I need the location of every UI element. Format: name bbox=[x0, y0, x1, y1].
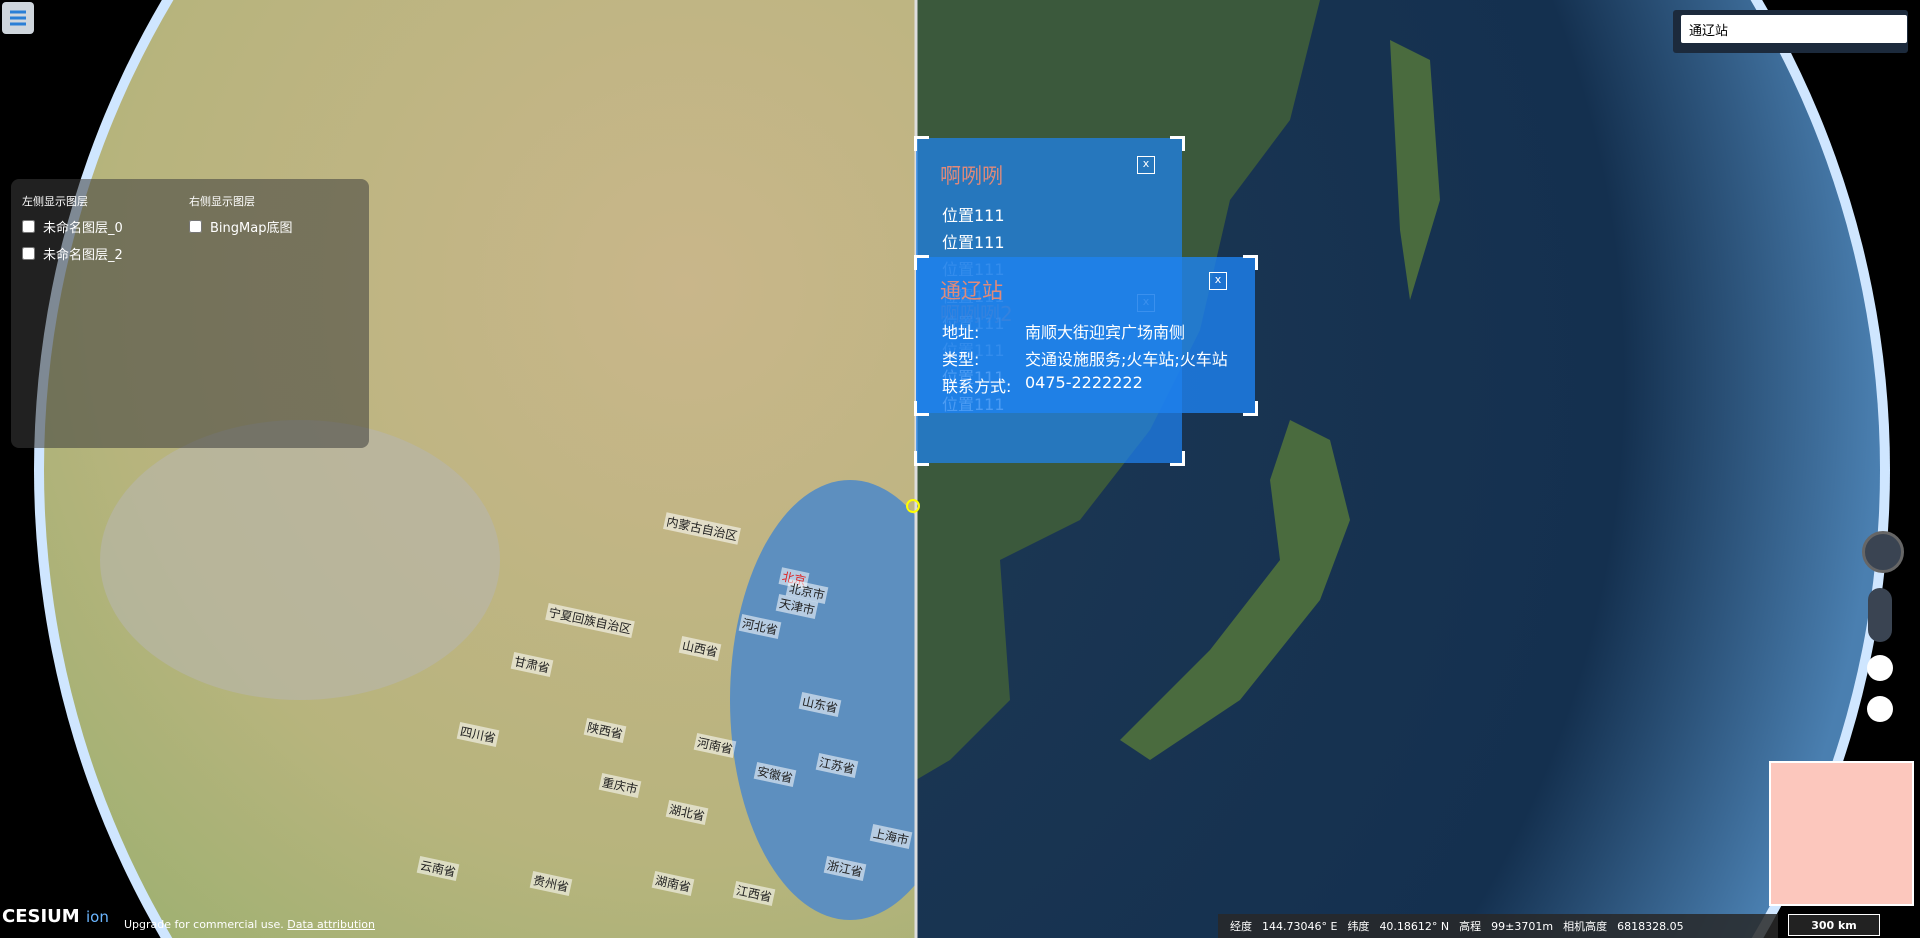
value: 40.18612° N bbox=[1379, 919, 1450, 933]
field-label: 地址: bbox=[942, 323, 980, 342]
field-value: 交通设施服务;火车站;火车站 bbox=[1025, 350, 1228, 369]
label: 高程 bbox=[1459, 920, 1482, 933]
popup-title: 通辽站 bbox=[940, 279, 1003, 303]
menu-button[interactable] bbox=[2, 2, 34, 34]
close-button[interactable]: x bbox=[1209, 272, 1227, 290]
field-label: 联系方式: bbox=[942, 377, 1012, 396]
menu-icon bbox=[10, 10, 26, 26]
popup-row: 位置111 bbox=[942, 233, 1005, 252]
logo-text: CESIUM bbox=[2, 906, 80, 927]
layer-checkbox[interactable] bbox=[22, 247, 35, 260]
share-button[interactable] bbox=[1867, 655, 1893, 681]
label: 纬度 bbox=[1347, 920, 1370, 933]
credits: Upgrade for commercial use. Data attribu… bbox=[124, 918, 375, 931]
locate-button[interactable] bbox=[1867, 696, 1893, 722]
status-bar: 经度 144.73046° E 纬度 40.18612° N 高程 99±3701m … bbox=[1218, 914, 1778, 938]
terrain bbox=[100, 420, 500, 700]
field-value: 0475-2222222 bbox=[1025, 373, 1143, 392]
layer-item: BingMap底图 bbox=[189, 217, 292, 236]
value: 99±3701m bbox=[1491, 919, 1554, 933]
value: 144.73046° E bbox=[1262, 919, 1338, 933]
value: 6818328.05 bbox=[1617, 919, 1684, 933]
popup: 通辽站 x 地址: 南顺大街迎宾广场南侧类型: 交通设施服务;火车站;火车站 联系方式… bbox=[914, 255, 1258, 416]
field-value: 南顺大街迎宾广场南侧 bbox=[1025, 323, 1186, 342]
split-handle[interactable] bbox=[906, 499, 920, 513]
left-layers: 左侧显示图层未命名图层_0 未命名图层_2 bbox=[22, 193, 123, 271]
attribution-link[interactable]: Data attribution bbox=[287, 918, 376, 931]
layer-checkbox[interactable] bbox=[189, 220, 202, 233]
popup-row: 位置111 bbox=[942, 206, 1005, 225]
layer-panel: 左侧显示图层未命名图层_0 未命名图层_2 右侧显示图层 BingMap底图 bbox=[11, 179, 369, 448]
field-label: 类型: bbox=[942, 350, 980, 369]
search-input[interactable] bbox=[1681, 15, 1907, 43]
popup-corner bbox=[914, 255, 929, 270]
popup-corner bbox=[1170, 136, 1185, 151]
popup-corner bbox=[914, 401, 929, 416]
right-layers: 右侧显示图层 BingMap底图 bbox=[189, 193, 292, 244]
upgrade-text: Upgrade for commercial use. bbox=[124, 918, 284, 931]
close-button[interactable]: x bbox=[1137, 156, 1155, 174]
label: 相机高度 bbox=[1563, 920, 1608, 933]
layer-name: BingMap底图 bbox=[210, 221, 293, 236]
compass[interactable] bbox=[1862, 531, 1904, 573]
cesium-logo: CESIUM ion bbox=[2, 906, 109, 927]
left-title: 左侧显示图层 bbox=[22, 195, 88, 208]
zoom-control[interactable] bbox=[1868, 588, 1892, 642]
islands bbox=[1120, 40, 1440, 760]
popup-corner bbox=[914, 451, 929, 466]
popup-title: 啊咧咧 bbox=[940, 164, 1003, 188]
popup-corner bbox=[1170, 451, 1185, 466]
scale-bar: 300 km bbox=[1788, 914, 1880, 936]
popup-corner bbox=[914, 136, 929, 151]
layer-name: 未命名图层_2 bbox=[43, 248, 123, 263]
layer-name: 未命名图层_0 bbox=[43, 221, 123, 236]
label: 经度 bbox=[1230, 920, 1252, 933]
layer-item: 未命名图层_2 bbox=[22, 244, 123, 263]
layer-item: 未命名图层_0 bbox=[22, 217, 123, 236]
popup-corner bbox=[1243, 255, 1258, 270]
logo-suffix: ion bbox=[85, 908, 109, 926]
overview-map bbox=[1769, 761, 1914, 906]
search-box bbox=[1673, 10, 1908, 53]
right-title: 右侧显示图层 bbox=[189, 195, 255, 208]
layer-checkbox[interactable] bbox=[22, 220, 35, 233]
popup-corner bbox=[1243, 401, 1258, 416]
